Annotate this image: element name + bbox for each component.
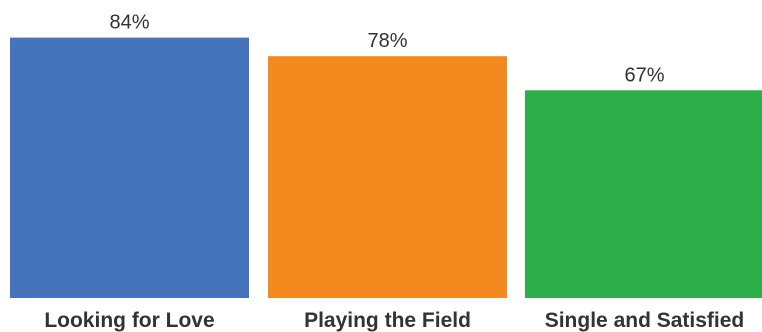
category-label-looking-for-love: Looking for Love [44, 309, 214, 332]
category-labels-group: Looking for Love Playing the Field Single … [44, 309, 744, 332]
value-label-looking-for-love: 84% [109, 12, 149, 34]
bars-group [10, 37, 762, 299]
value-label-single-and-satisfied: 67% [624, 64, 664, 86]
bar-single-and-satisfied [525, 90, 762, 298]
bar-looking-for-love [10, 37, 249, 298]
category-label-playing-the-field: Playing the Field [304, 309, 471, 332]
bar-playing-the-field [268, 56, 507, 299]
value-labels-group: 84% 78% 67% [109, 12, 664, 87]
value-label-playing-the-field: 78% [367, 30, 407, 52]
category-label-single-and-satisfied: Single and Satisfied [545, 309, 745, 332]
